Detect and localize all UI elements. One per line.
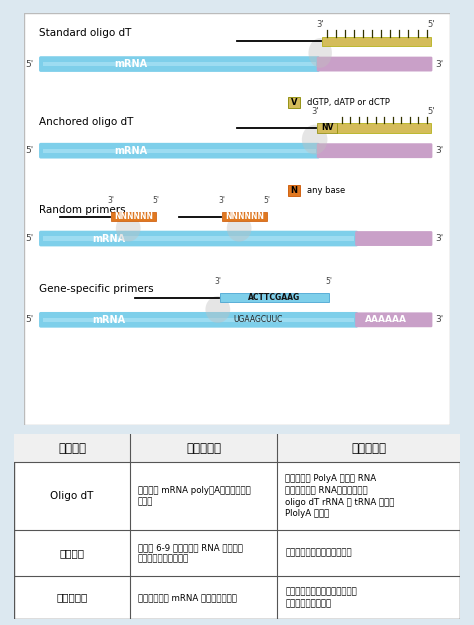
- Text: 随机引物: 随机引物: [60, 548, 85, 558]
- Bar: [43, 318, 354, 322]
- Bar: [14, 434, 460, 462]
- Text: NV: NV: [321, 124, 333, 132]
- Bar: [288, 186, 300, 196]
- FancyBboxPatch shape: [317, 57, 432, 71]
- Bar: [288, 98, 300, 108]
- Text: Anchored oligo dT: Anchored oligo dT: [38, 117, 133, 127]
- Text: any base: any base: [307, 186, 345, 195]
- Text: 5': 5': [428, 107, 435, 116]
- Text: 与模板序列互补的引物，适用于
目的序列已知的情况: 与模板序列互补的引物，适用于 目的序列已知的情况: [285, 587, 357, 608]
- Text: Oligo dT: Oligo dT: [50, 491, 94, 501]
- Text: 3': 3': [219, 196, 226, 205]
- Ellipse shape: [227, 215, 252, 242]
- Bar: [322, 37, 431, 46]
- Text: 3': 3': [108, 196, 115, 205]
- Text: 3': 3': [311, 107, 319, 116]
- Bar: [43, 149, 316, 152]
- FancyBboxPatch shape: [355, 231, 432, 246]
- Text: dGTP, dATP or dCTP: dGTP, dATP or dCTP: [307, 98, 390, 107]
- Bar: [43, 236, 354, 241]
- Text: Gene-specific primers: Gene-specific primers: [38, 284, 153, 294]
- Ellipse shape: [309, 38, 332, 68]
- Ellipse shape: [116, 215, 141, 242]
- Ellipse shape: [205, 296, 230, 323]
- Text: 3': 3': [316, 20, 324, 29]
- Text: mRNA: mRNA: [114, 59, 147, 69]
- Bar: [43, 62, 316, 66]
- Text: 5': 5': [25, 146, 33, 155]
- Text: 3': 3': [435, 59, 444, 69]
- FancyBboxPatch shape: [39, 231, 358, 246]
- FancyBboxPatch shape: [39, 312, 358, 328]
- Text: 引物选择: 引物选择: [58, 442, 86, 455]
- Text: 3': 3': [435, 315, 444, 324]
- Text: 适用于长的或具有发卡结构的: 适用于长的或具有发卡结构的: [285, 549, 352, 558]
- Text: 5': 5': [325, 278, 332, 286]
- Text: 5': 5': [428, 20, 435, 29]
- Text: 3': 3': [435, 146, 444, 155]
- Text: 3': 3': [214, 278, 221, 286]
- Text: V: V: [291, 98, 297, 107]
- Bar: [111, 212, 156, 221]
- FancyBboxPatch shape: [39, 143, 320, 159]
- Text: 5': 5': [25, 59, 33, 69]
- Text: mRNA: mRNA: [92, 315, 126, 325]
- Text: UGAAGCUUC: UGAAGCUUC: [234, 315, 283, 324]
- Text: 5': 5': [264, 196, 270, 205]
- Text: 适用的目标: 适用的目标: [351, 442, 386, 455]
- Bar: [337, 124, 431, 132]
- Bar: [220, 293, 328, 302]
- Bar: [222, 212, 267, 221]
- Text: 长度为 6-9 个煅基，在 RNA 转录过程
中，可退火至多个位点: 长度为 6-9 个煅基，在 RNA 转录过程 中，可退火至多个位点: [138, 543, 243, 564]
- Text: 连展退火 mRNA poly（A）尾部的胸腪
嘱嘴基: 连展退火 mRNA poly（A）尾部的胸腪 嘱嘴基: [138, 486, 251, 506]
- Text: 靶向特异性的 mRNA 序列的定制引物: 靶向特异性的 mRNA 序列的定制引物: [138, 593, 237, 602]
- Text: mRNA: mRNA: [114, 146, 147, 156]
- Text: NNNNNN: NNNNNN: [225, 212, 264, 221]
- Ellipse shape: [302, 125, 328, 154]
- Text: Random primers: Random primers: [38, 204, 125, 214]
- Text: AAAAAA: AAAAAA: [365, 315, 407, 324]
- Text: 5': 5': [25, 315, 33, 324]
- Text: 3': 3': [435, 234, 444, 243]
- Text: ACTTCGAAG: ACTTCGAAG: [248, 294, 300, 302]
- Text: 5': 5': [25, 234, 33, 243]
- FancyBboxPatch shape: [355, 312, 432, 328]
- Text: Standard oligo dT: Standard oligo dT: [38, 28, 131, 38]
- Text: NNNNNN: NNNNNN: [114, 212, 153, 221]
- FancyBboxPatch shape: [317, 143, 432, 158]
- FancyBboxPatch shape: [24, 12, 450, 425]
- Text: mRNA: mRNA: [92, 234, 126, 244]
- Text: 5': 5': [153, 196, 159, 205]
- Text: N: N: [291, 186, 298, 195]
- Text: 适用于具有 PolyA 尾巴的 RNA
（原核生物的 RNA、真核生物的
oligo dT rRNA 和 tRNA 不具有
PlolyA 尾巴）: 适用于具有 PolyA 尾巴的 RNA （原核生物的 RNA、真核生物的 oli…: [285, 474, 394, 518]
- Bar: [317, 124, 337, 132]
- Text: 结构与功能: 结构与功能: [186, 442, 221, 455]
- FancyBboxPatch shape: [39, 56, 320, 72]
- Text: 特异性引物: 特异性引物: [56, 592, 88, 602]
